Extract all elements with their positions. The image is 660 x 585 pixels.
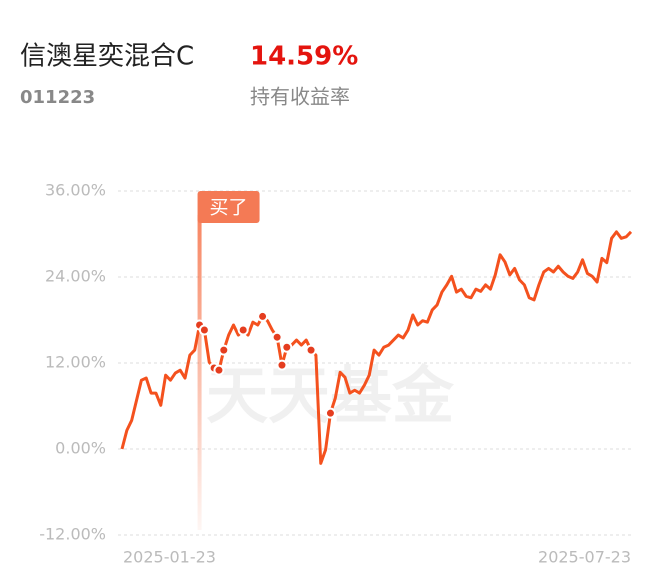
x-tick-label: 2025-07-23 [538, 548, 631, 567]
trade-point [237, 324, 249, 336]
y-tick-label: 12.00% [45, 353, 106, 372]
trade-point [324, 407, 336, 419]
trade-point [276, 359, 288, 371]
trade-point [198, 324, 210, 336]
trade-point [257, 310, 269, 322]
y-tick-label: 36.00% [45, 181, 106, 200]
buy-tag-text: 买了 [210, 197, 248, 219]
line [120, 230, 633, 465]
trade-point [271, 331, 283, 343]
trade-point [213, 364, 225, 376]
y-tick-label: 24.00% [45, 267, 106, 286]
fund-code: 011223 [20, 87, 95, 108]
x-tick-label: 2025-01-23 [123, 548, 216, 567]
trade-point [218, 344, 230, 356]
y-tick-label: -12.00% [39, 525, 106, 544]
buy-line [197, 215, 202, 530]
buy-tag [197, 191, 260, 223]
fund-name: 信澳星奕混合C [20, 42, 194, 72]
return-value: 14.59% [250, 42, 358, 72]
y-tick-label: 0.00% [55, 439, 106, 458]
return-caption: 持有收益率 [250, 85, 350, 109]
trade-point [281, 341, 293, 353]
trade-point [305, 344, 317, 356]
